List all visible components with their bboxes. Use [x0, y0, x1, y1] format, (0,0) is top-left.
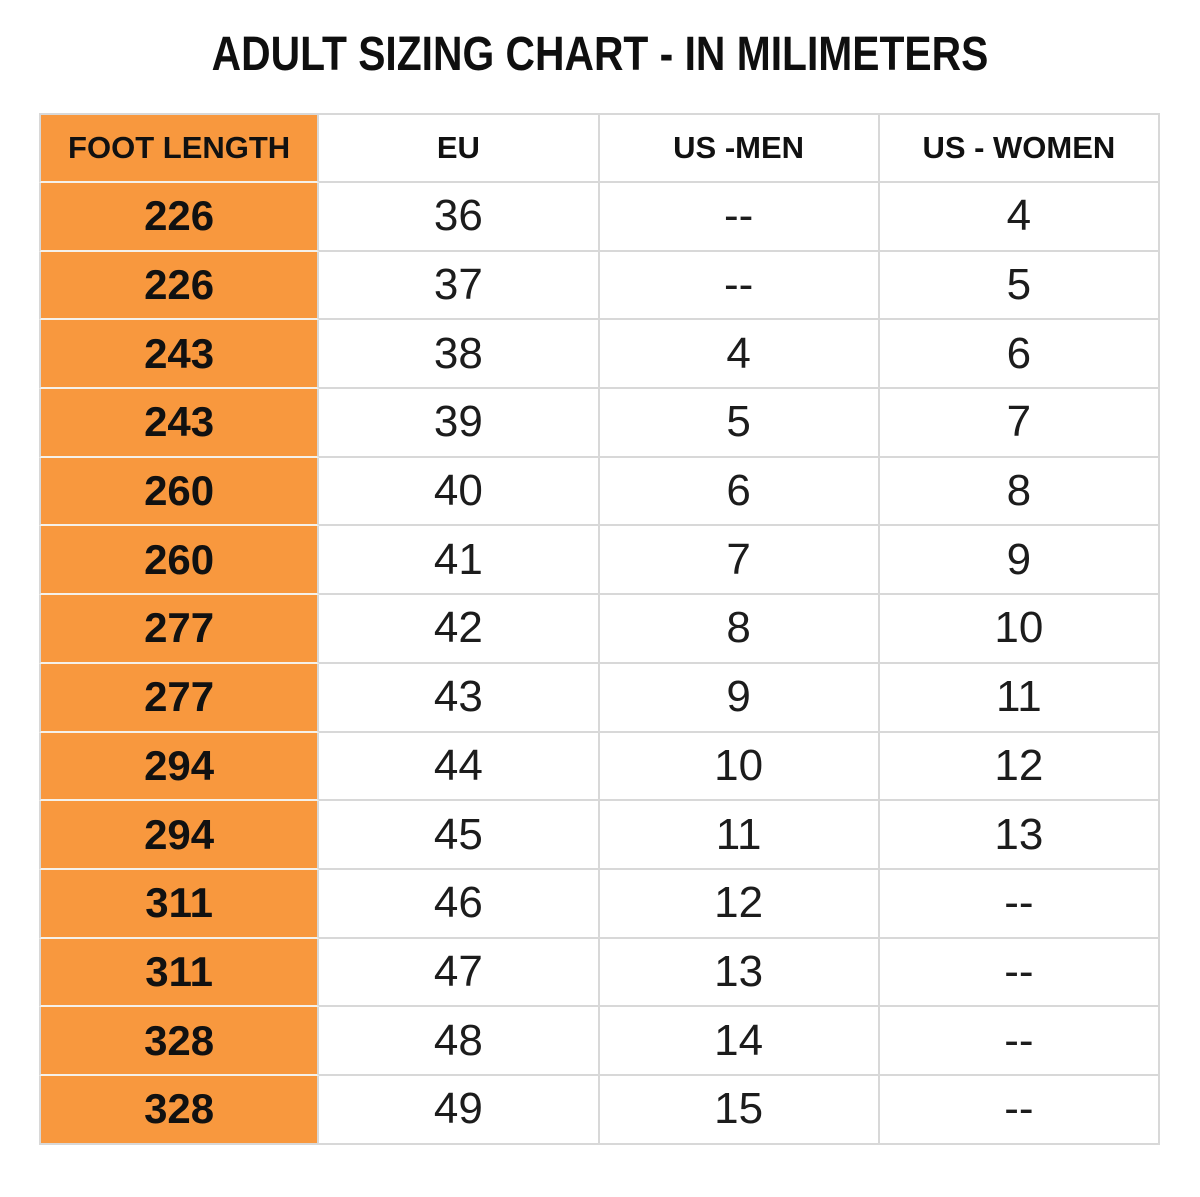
table-row: 226 36 -- 4 [39, 183, 1160, 252]
size-cell: 6 [599, 457, 880, 527]
foot-length-cell: 260 [39, 526, 320, 596]
size-cell: 4 [879, 183, 1160, 252]
size-cell: 44 [319, 732, 600, 802]
size-cell: 43 [319, 663, 600, 733]
table-row: 311 47 13 -- [39, 938, 1160, 1008]
table-row: 328 48 14 -- [39, 1007, 1160, 1076]
size-cell: 40 [319, 457, 600, 527]
size-cell: 14 [599, 1007, 880, 1076]
size-cell: -- [599, 251, 880, 321]
table-row: 328 49 15 -- [39, 1075, 1160, 1145]
table-row: 277 42 8 10 [39, 595, 1160, 664]
size-cell: -- [879, 938, 1160, 1008]
size-cell: 12 [879, 732, 1160, 802]
foot-length-cell: 311 [39, 869, 320, 939]
size-cell: 48 [319, 1007, 600, 1076]
size-cell: 38 [319, 320, 600, 390]
foot-length-cell: 277 [39, 663, 320, 733]
size-cell: -- [879, 1007, 1160, 1076]
foot-length-cell: 277 [39, 595, 320, 664]
size-cell: 12 [599, 869, 880, 939]
foot-length-cell: 294 [39, 732, 320, 802]
column-header: US - WOMEN [879, 113, 1160, 183]
size-cell: 39 [319, 389, 600, 458]
size-cell: -- [599, 183, 880, 252]
table-row: 294 44 10 12 [39, 732, 1160, 802]
foot-length-cell: 311 [39, 938, 320, 1008]
size-cell: 8 [879, 457, 1160, 527]
size-cell: 42 [319, 595, 600, 664]
size-cell: 46 [319, 869, 600, 939]
table-row: 260 41 7 9 [39, 526, 1160, 596]
foot-length-cell: 294 [39, 801, 320, 870]
size-cell: 8 [599, 595, 880, 664]
table-row: 243 38 4 6 [39, 320, 1160, 390]
page-title: ADULT SIZING CHART - IN MILIMETERS [211, 28, 989, 81]
table-row: 277 43 9 11 [39, 663, 1160, 733]
size-cell: 13 [879, 801, 1160, 870]
foot-length-cell: 226 [39, 251, 320, 321]
size-cell: 5 [879, 251, 1160, 321]
foot-length-cell: 328 [39, 1007, 320, 1076]
size-cell: 37 [319, 251, 600, 321]
column-header-foot-length: FOOT LENGTH [39, 113, 320, 183]
size-cell: 7 [599, 526, 880, 596]
sizing-table: FOOT LENGTH EU US -MEN US - WOMEN 226 36 -- 4 2… [39, 113, 1160, 1145]
size-cell: 10 [879, 595, 1160, 664]
column-header: EU [319, 113, 600, 183]
column-header: US -MEN [599, 113, 880, 183]
size-cell: 11 [879, 663, 1160, 733]
size-cell: 4 [599, 320, 880, 390]
table-row: 294 45 11 13 [39, 801, 1160, 870]
size-cell: 45 [319, 801, 600, 870]
foot-length-cell: 260 [39, 457, 320, 527]
foot-length-cell: 328 [39, 1075, 320, 1145]
size-cell: 9 [879, 526, 1160, 596]
size-cell: -- [879, 1075, 1160, 1145]
size-cell: 13 [599, 938, 880, 1008]
foot-length-cell: 243 [39, 320, 320, 390]
header-row: FOOT LENGTH EU US -MEN US - WOMEN [39, 113, 1160, 183]
size-cell: 15 [599, 1075, 880, 1145]
table-row: 311 46 12 -- [39, 869, 1160, 939]
size-cell: 5 [599, 389, 880, 458]
size-cell: 11 [599, 801, 880, 870]
size-cell: -- [879, 869, 1160, 939]
size-cell: 6 [879, 320, 1160, 390]
table-body: 226 36 -- 4 226 37 -- 5 243 38 4 6 243 39 5 7 260 40 6 8 260… [39, 183, 1160, 1145]
size-cell: 49 [319, 1075, 600, 1145]
foot-length-cell: 226 [39, 183, 320, 252]
size-cell: 47 [319, 938, 600, 1008]
foot-length-cell: 243 [39, 389, 320, 458]
size-cell: 9 [599, 663, 880, 733]
table-header: FOOT LENGTH EU US -MEN US - WOMEN [39, 113, 1160, 183]
size-cell: 36 [319, 183, 600, 252]
size-cell: 41 [319, 526, 600, 596]
table-row: 243 39 5 7 [39, 389, 1160, 458]
table-row: 260 40 6 8 [39, 457, 1160, 527]
size-cell: 10 [599, 732, 880, 802]
size-cell: 7 [879, 389, 1160, 458]
table-row: 226 37 -- 5 [39, 251, 1160, 321]
